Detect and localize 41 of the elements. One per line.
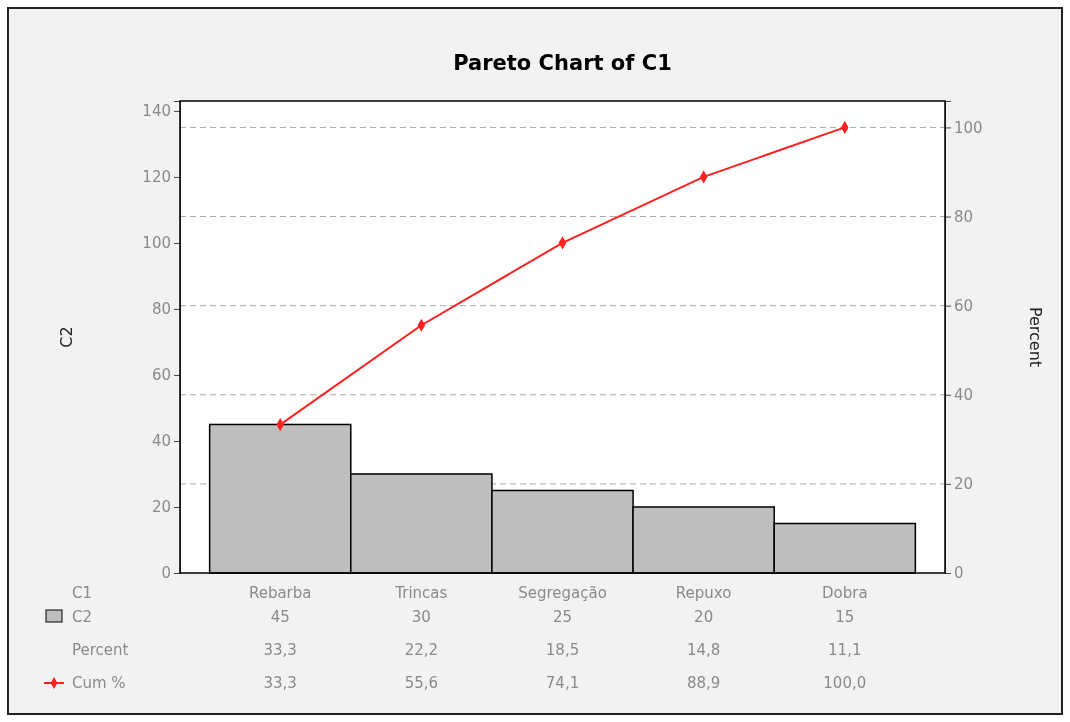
data-label: 45 bbox=[270, 608, 290, 626]
text: 22,2 bbox=[404, 641, 439, 659]
data-label: 30 bbox=[411, 608, 431, 626]
legend-label: C2 bbox=[72, 608, 93, 626]
y2-tick-label: 60 bbox=[954, 296, 974, 315]
data-label: 15 bbox=[835, 608, 855, 626]
data-label: 33,3 bbox=[263, 674, 297, 692]
y2-tick-label: 20 bbox=[954, 475, 974, 494]
text: Percent bbox=[72, 641, 129, 659]
y-tick-label: 140 bbox=[142, 102, 171, 121]
data-label: 100,0 bbox=[823, 674, 867, 692]
data-label: 74,1 bbox=[545, 674, 580, 692]
y2-tick-label: 100 bbox=[954, 118, 983, 137]
y2-tick-label: 0 bbox=[954, 564, 964, 583]
y2-tick-label: 40 bbox=[954, 386, 974, 405]
y-tick-label: 100 bbox=[142, 234, 171, 253]
y-tick-label: 80 bbox=[151, 300, 171, 319]
y2-axis-title: Percent bbox=[1026, 306, 1045, 368]
y-tick-label: 20 bbox=[151, 498, 171, 517]
legend-label: Cum % bbox=[72, 674, 126, 692]
y-tick-label: 120 bbox=[142, 168, 171, 187]
text: 14,8 bbox=[686, 641, 721, 659]
x-axis-title: C1 bbox=[72, 584, 93, 602]
data-label: 88,9 bbox=[686, 674, 721, 692]
y2-tick-label: 80 bbox=[954, 207, 974, 226]
data-label: 25 bbox=[552, 608, 573, 626]
x-tick-label: Trincas bbox=[394, 584, 448, 602]
x-tick-label: Repuxo bbox=[675, 584, 732, 602]
x-tick-label: Rebarba bbox=[248, 584, 312, 602]
y-tick-label: 60 bbox=[151, 366, 171, 385]
text: 11,1 bbox=[828, 641, 862, 659]
x-tick-label: Dobra bbox=[821, 584, 868, 602]
y-axis-title: C2 bbox=[57, 326, 76, 348]
data-label: 20 bbox=[694, 608, 714, 626]
text: 18,5 bbox=[545, 641, 580, 659]
x-tick-label: Segregação bbox=[518, 584, 607, 602]
chart-title: Pareto Chart of C1 bbox=[453, 51, 672, 75]
y-tick-label: 40 bbox=[151, 432, 171, 451]
text: 33,3 bbox=[263, 641, 297, 659]
y-tick-label: 0 bbox=[161, 564, 171, 583]
data-label: 55,6 bbox=[404, 674, 439, 692]
